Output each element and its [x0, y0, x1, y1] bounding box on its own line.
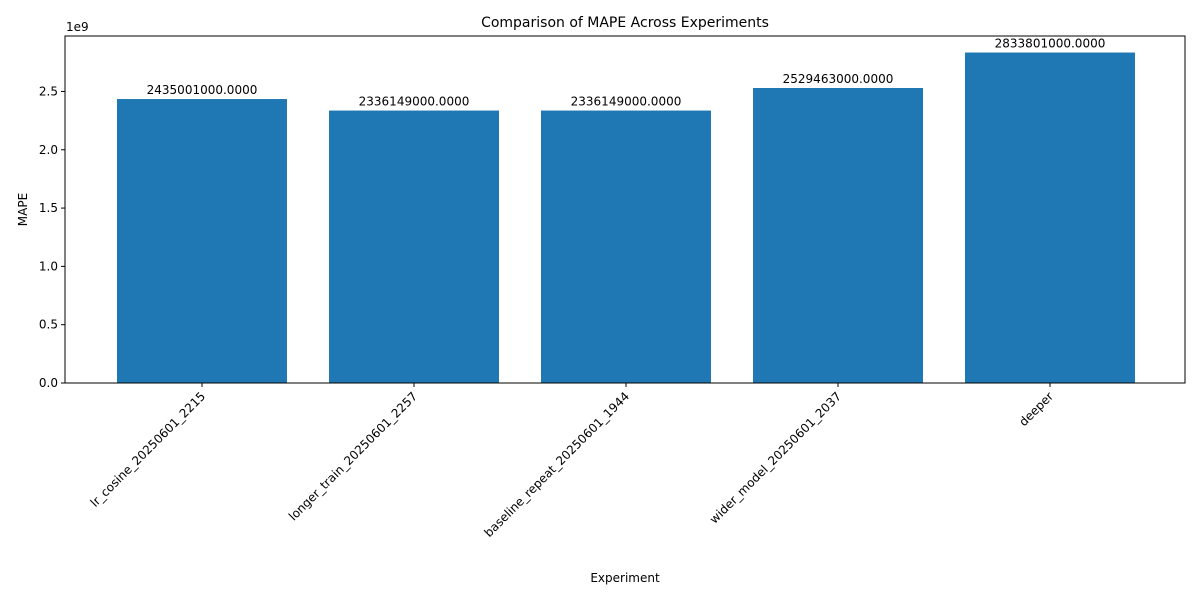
bar-value-label: 2833801000.0000 [995, 37, 1106, 51]
bar-value-label: 2336149000.0000 [359, 95, 470, 109]
bar [329, 110, 499, 383]
y-tick-label: 2.0 [39, 143, 58, 157]
bar [965, 52, 1135, 384]
value-labels-group: 2435001000.0000 2336149000.0000 2336149000… [147, 37, 1106, 109]
y-axis-offset-label: 1e9 [66, 20, 89, 34]
bar-value-label: 2336149000.0000 [571, 95, 682, 109]
y-axis-title: MAPE [16, 193, 30, 226]
x-axis-title: Experiment [590, 571, 660, 585]
plot-frame [64, 35, 1186, 384]
chart-title: Comparison of MAPE Across Experiments [481, 15, 769, 31]
y-tick-label: 1.0 [39, 259, 58, 273]
y-tick-label: 2.5 [39, 84, 58, 98]
y-tick-label: 0.5 [39, 318, 58, 332]
y-axis: 0.0 0.5 1.0 1.5 2.0 2.5 [39, 84, 65, 390]
bars-group [117, 52, 1135, 384]
bar-value-label: 2529463000.0000 [783, 72, 894, 86]
bar [753, 88, 923, 383]
y-tick-label: 0.0 [39, 376, 58, 390]
y-tick-label: 1.5 [39, 201, 58, 215]
bar [117, 99, 287, 384]
bar-value-label: 2435001000.0000 [147, 83, 258, 97]
bar [541, 110, 711, 383]
